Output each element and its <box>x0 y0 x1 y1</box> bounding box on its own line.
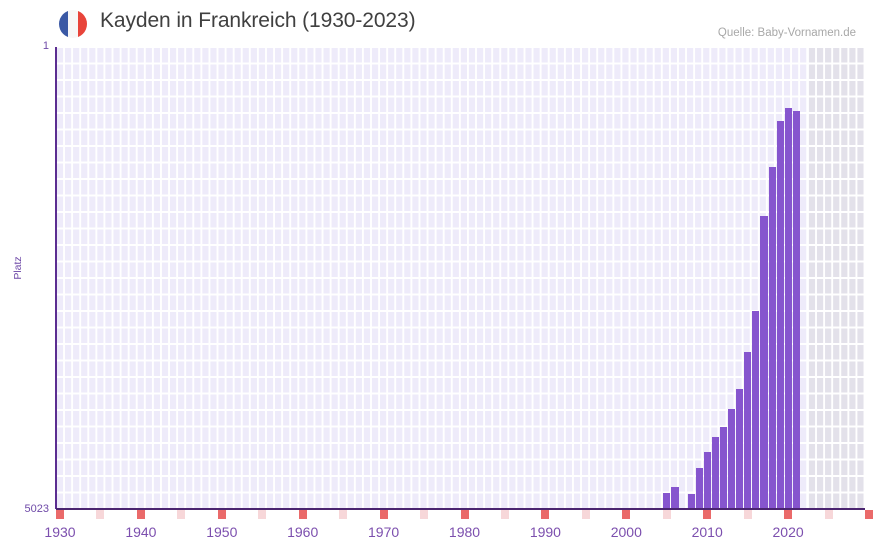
x-tick-mark-minor <box>258 510 267 519</box>
bar <box>784 107 792 509</box>
flag-stripe-white <box>68 10 78 38</box>
x-tick-mark-major <box>298 510 307 519</box>
source-attribution: Quelle: Baby-Vornamen.de <box>717 27 856 39</box>
flag-stripe-blue <box>59 10 69 38</box>
flag-stripe-red <box>77 10 87 38</box>
x-tick-label: 1950 <box>206 524 238 540</box>
x-tick-mark-major <box>784 510 793 519</box>
bar <box>752 310 760 509</box>
x-tick-label: 1980 <box>448 524 481 540</box>
x-tick-mark-major <box>217 510 226 519</box>
bar <box>663 492 671 509</box>
grid-background <box>56 47 808 509</box>
x-tick-label: 2020 <box>772 524 804 540</box>
bar <box>687 494 695 509</box>
x-tick-label: 1970 <box>368 524 400 540</box>
x-tick-mark-major <box>379 510 388 519</box>
france-flag-icon <box>59 10 87 38</box>
x-tick-mark-minor <box>339 510 348 519</box>
x-tick-mark-minor <box>743 510 752 519</box>
y-axis-line <box>55 47 57 509</box>
bar <box>736 388 744 509</box>
bar <box>760 215 768 509</box>
bar <box>703 451 711 509</box>
chart-title: Kayden in Frankreich (1930-2023) <box>100 9 416 32</box>
bar <box>728 408 736 509</box>
x-tick-label: 1990 <box>529 524 561 540</box>
x-tick-mark-minor <box>662 510 671 519</box>
x-tick-mark-major <box>541 510 550 519</box>
x-tick-label: 1930 <box>44 524 76 540</box>
x-tick-label: 2000 <box>610 524 642 540</box>
x-tick-mark-major <box>865 510 873 519</box>
x-tick-label: 1960 <box>287 524 319 540</box>
x-tick-mark-major <box>56 510 64 519</box>
x-tick-mark-minor <box>500 510 509 519</box>
bar <box>719 426 728 509</box>
x-tick-mark-major <box>460 510 469 519</box>
bar <box>776 121 784 509</box>
x-tick-mark-minor <box>824 510 833 519</box>
x-tick-label: 2010 <box>691 524 723 540</box>
x-tick-mark-minor <box>96 510 105 519</box>
x-tick-mark-major <box>622 510 631 519</box>
plot-area <box>56 47 865 509</box>
bar <box>744 351 752 509</box>
x-tick-mark-minor <box>581 510 590 519</box>
y-axis-title: Platz <box>12 256 24 280</box>
bar <box>768 166 776 509</box>
x-tick-label: 1940 <box>125 524 157 540</box>
chart-header: Kayden in Frankreich (1930-2023) Quelle:… <box>0 0 873 46</box>
y-tick-label-top: 1 <box>42 40 49 52</box>
x-tick-mark-major <box>136 510 145 519</box>
bar <box>671 486 679 509</box>
bar <box>695 467 703 509</box>
y-tick-label-bottom: 5023 <box>24 503 49 515</box>
bar <box>711 437 719 509</box>
x-axis-line <box>56 508 865 510</box>
bar <box>792 110 800 509</box>
grid-background-shaded <box>808 47 865 509</box>
x-tick-mark-minor <box>420 510 429 519</box>
x-tick-mark-minor <box>177 510 186 519</box>
x-tick-mark-major <box>703 510 712 519</box>
